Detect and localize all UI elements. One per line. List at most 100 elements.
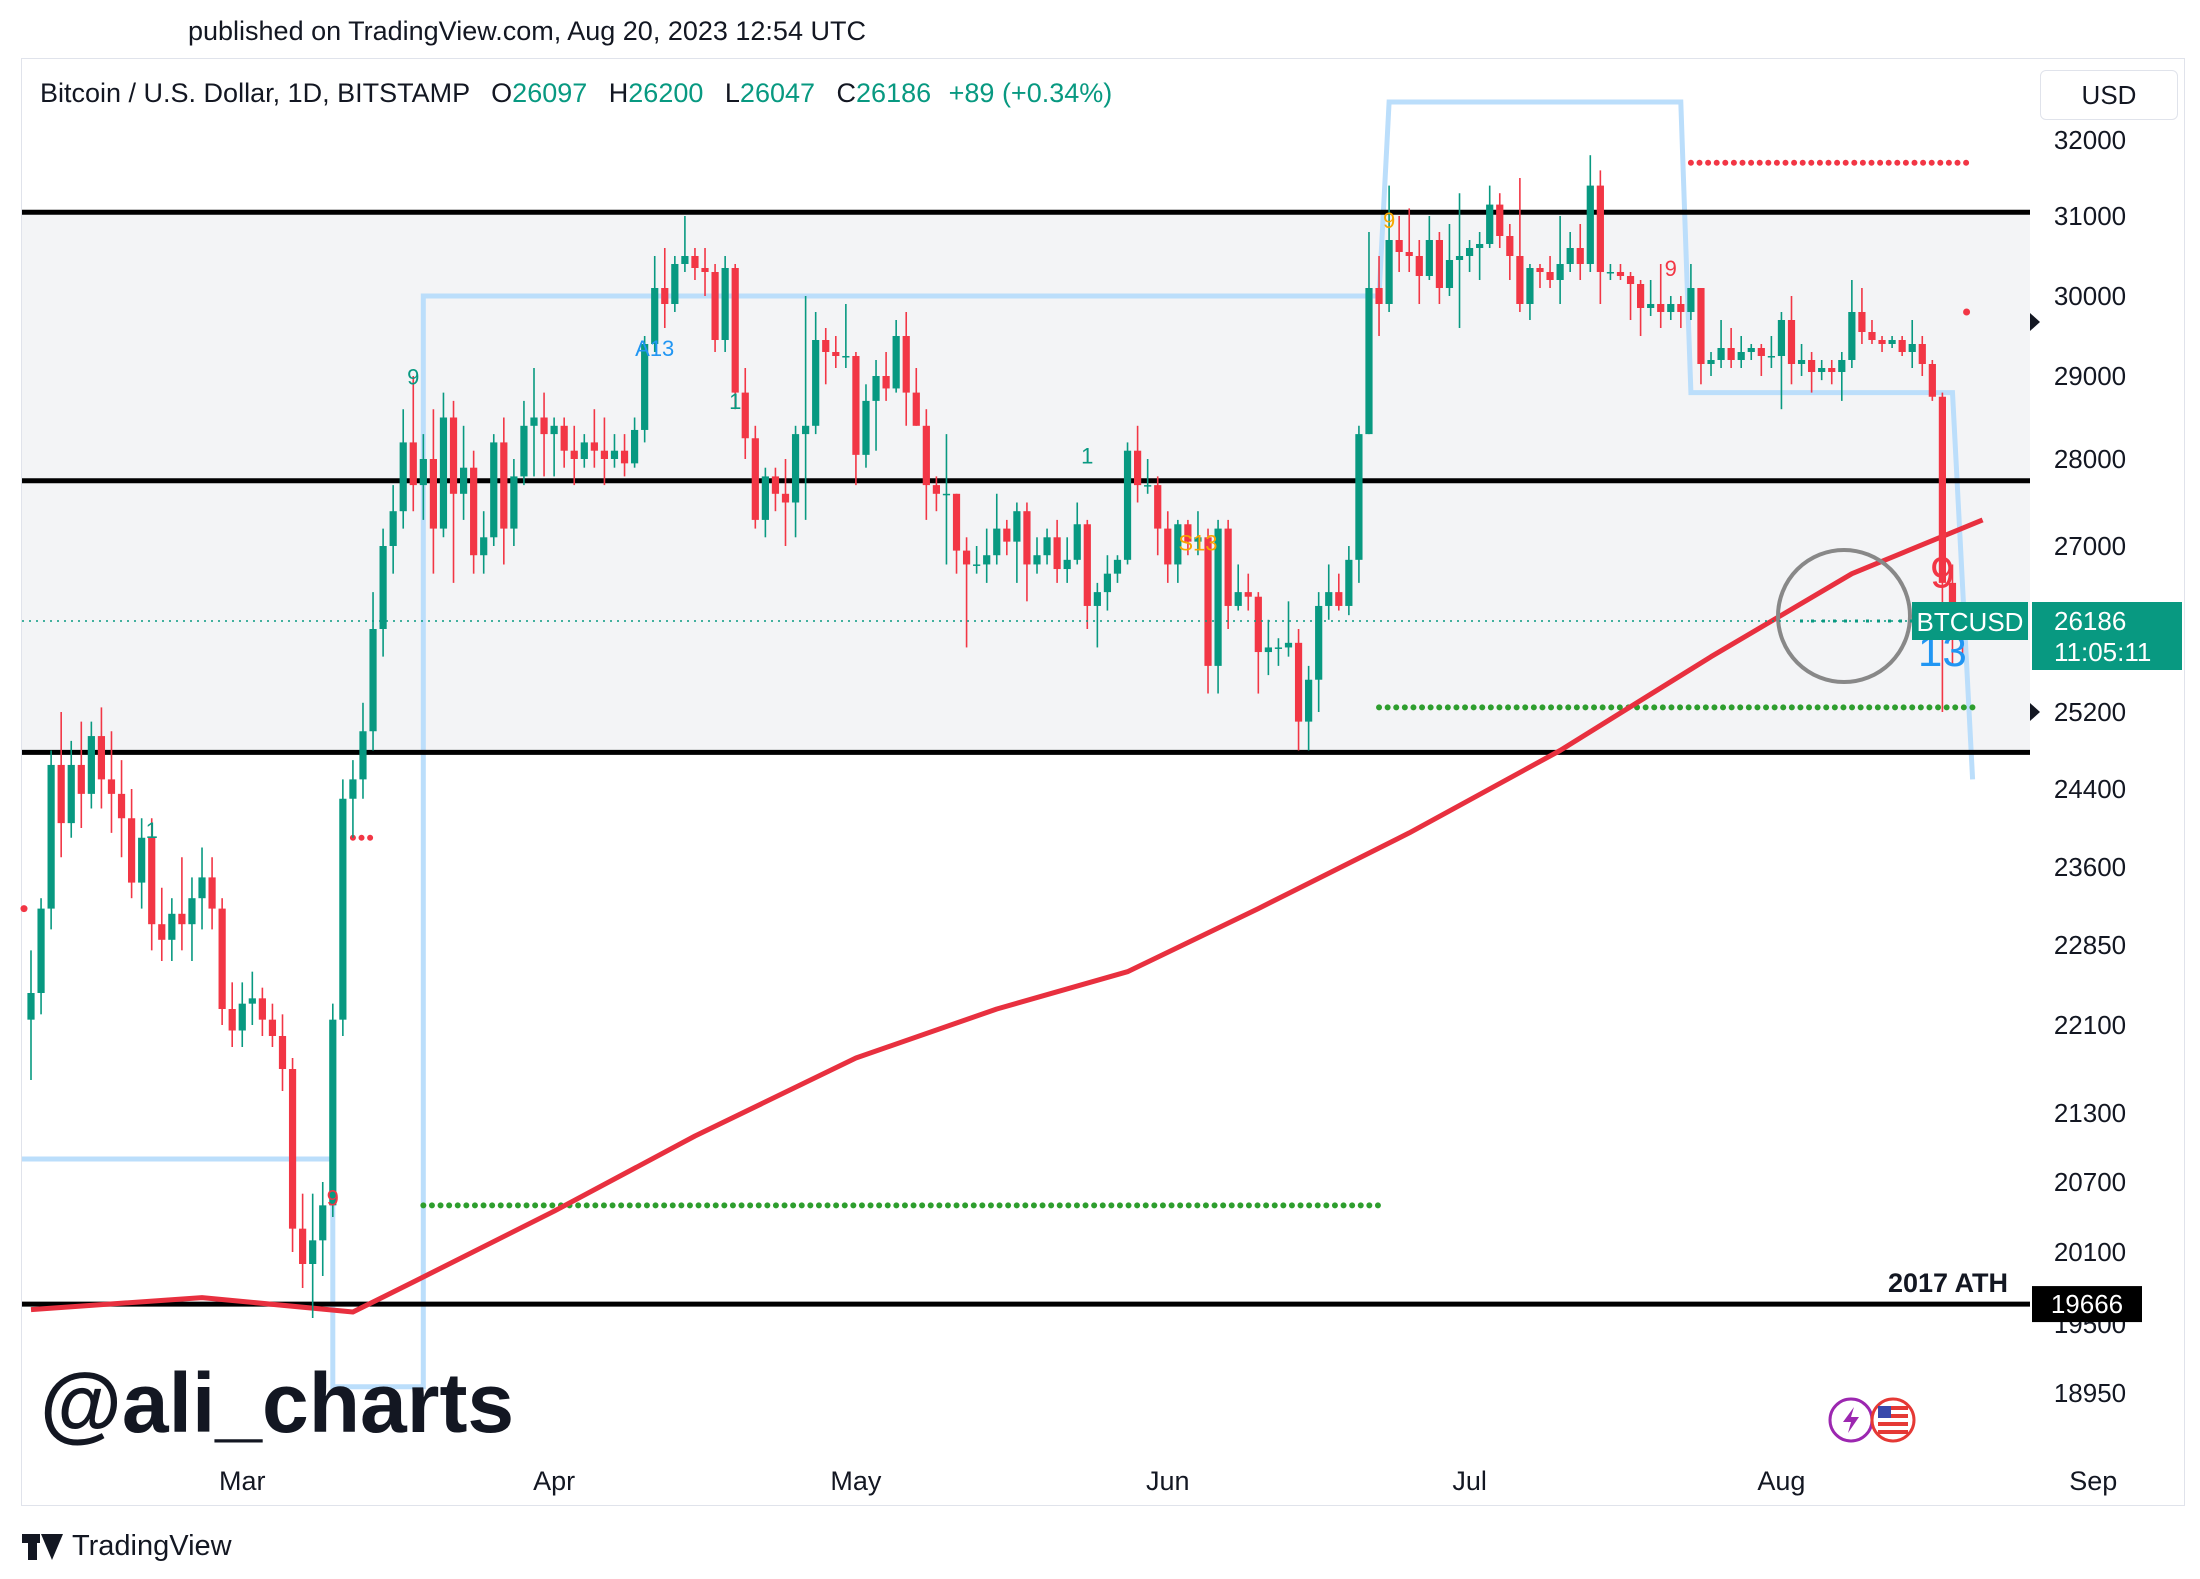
candle [1848, 280, 1856, 368]
candle [590, 409, 598, 468]
candle [761, 467, 769, 538]
candle-body [319, 1205, 327, 1241]
candle [148, 818, 156, 951]
candle [329, 1003, 337, 1217]
axis-marker-icon [2030, 313, 2040, 331]
candle [922, 409, 930, 520]
candle [319, 1182, 327, 1276]
candle-body [1385, 240, 1393, 304]
candle [399, 409, 407, 529]
candle-body [1073, 524, 1081, 560]
alert-lightning-icon[interactable] [1828, 1397, 1874, 1443]
candle [1003, 519, 1011, 556]
candle [1677, 296, 1685, 328]
candle [1234, 564, 1242, 611]
candle-body [218, 908, 226, 1009]
candle [1335, 573, 1343, 611]
candle-body [1013, 511, 1021, 542]
candle [791, 425, 800, 538]
candle [1214, 519, 1222, 694]
currency-selector[interactable]: USD [2040, 70, 2178, 120]
candle-body [258, 998, 266, 1020]
candle-body [268, 1019, 277, 1036]
candle-body [741, 392, 749, 439]
candle-body [1938, 396, 1946, 583]
candle-body [1888, 340, 1896, 344]
candle [540, 392, 548, 477]
candle-body [922, 425, 930, 486]
td-count-label: 1 [729, 389, 741, 414]
candle [1526, 264, 1534, 320]
candle [1757, 344, 1765, 376]
stop-line [22, 99, 1976, 1390]
candle [1154, 476, 1162, 556]
candle-body [1405, 252, 1413, 256]
candle-body [902, 336, 910, 393]
candle [409, 376, 417, 512]
price-tick-label: 24400 [2054, 774, 2126, 804]
candle [1063, 537, 1071, 583]
price-tick-label: 25200 [2054, 697, 2126, 727]
candle [117, 760, 126, 858]
us-flag-icon[interactable] [1870, 1397, 1916, 1443]
candle-body [439, 417, 448, 529]
candle [691, 248, 699, 280]
candle [1546, 256, 1554, 288]
price-tick-label: 20100 [2054, 1237, 2126, 1267]
candle-body [87, 736, 95, 794]
candle [1164, 511, 1172, 583]
candle [1818, 360, 1826, 381]
candle [1083, 519, 1091, 629]
candle [1808, 352, 1816, 393]
td-count-label: 9 [1930, 549, 1954, 598]
candle [1274, 638, 1283, 666]
footer-brand: TradingView [72, 1530, 232, 1562]
candle-body [449, 417, 458, 494]
tradingview-footer[interactable]: TradingView [22, 1530, 232, 1563]
symbol-legend: Bitcoin / U.S. Dollar, 1D, BITSTAMP O260… [40, 78, 1112, 109]
candle-body [872, 376, 880, 401]
candle [248, 971, 256, 1025]
candle-body [459, 467, 468, 494]
time-tick-label: Aug [1757, 1466, 1805, 1496]
price-tick-label: 18950 [2054, 1378, 2126, 1408]
candle [138, 818, 146, 909]
candle-body [117, 793, 126, 819]
candle-body [1878, 340, 1886, 344]
candle [178, 857, 186, 951]
candle-body [932, 485, 940, 494]
candle-body [1808, 360, 1816, 372]
candle-body [1868, 332, 1876, 340]
candle [459, 425, 468, 520]
candle-body [1767, 356, 1775, 358]
candle-body [631, 429, 639, 464]
candle [711, 264, 719, 352]
candle-body [1204, 537, 1212, 666]
candle [359, 702, 367, 799]
candle [1898, 336, 1906, 356]
candle [852, 352, 860, 486]
candle [1093, 582, 1101, 648]
candle [620, 434, 629, 477]
candle-body [500, 442, 508, 529]
candle [1888, 336, 1896, 348]
resistance-dot [20, 905, 28, 913]
candle [429, 409, 437, 574]
candle [208, 857, 216, 930]
candle-body [530, 417, 538, 426]
candle-body [651, 288, 659, 344]
candle [1868, 320, 1876, 344]
candle-body [852, 356, 860, 455]
candle [1516, 178, 1524, 312]
candle-body [1727, 348, 1735, 360]
candle-body [973, 564, 981, 566]
candle [278, 1014, 287, 1091]
candle-body [862, 400, 870, 455]
candle-body [1546, 272, 1554, 280]
candle-body [671, 264, 679, 304]
candle-body [1365, 288, 1373, 435]
candle-body [751, 438, 759, 520]
candle-body [1375, 288, 1383, 304]
candle [681, 216, 689, 272]
